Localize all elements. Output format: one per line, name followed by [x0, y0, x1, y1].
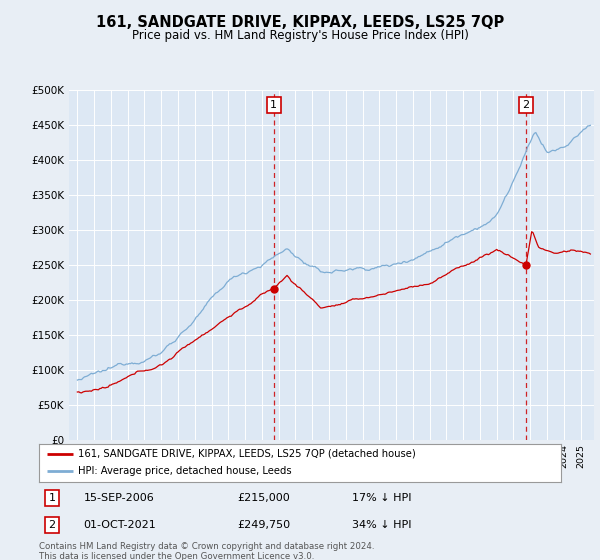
Text: 01-OCT-2021: 01-OCT-2021: [83, 520, 156, 530]
Text: 34% ↓ HPI: 34% ↓ HPI: [352, 520, 412, 530]
Text: £215,000: £215,000: [238, 493, 290, 503]
Text: 17% ↓ HPI: 17% ↓ HPI: [352, 493, 412, 503]
Text: 1: 1: [270, 100, 277, 110]
Text: 1: 1: [49, 493, 56, 503]
Text: 2: 2: [523, 100, 530, 110]
Text: Contains HM Land Registry data © Crown copyright and database right 2024.
This d: Contains HM Land Registry data © Crown c…: [39, 542, 374, 560]
Text: HPI: Average price, detached house, Leeds: HPI: Average price, detached house, Leed…: [78, 466, 292, 477]
Text: 15-SEP-2006: 15-SEP-2006: [83, 493, 154, 503]
Text: 161, SANDGATE DRIVE, KIPPAX, LEEDS, LS25 7QP (detached house): 161, SANDGATE DRIVE, KIPPAX, LEEDS, LS25…: [78, 449, 416, 459]
Text: £249,750: £249,750: [238, 520, 290, 530]
Text: 161, SANDGATE DRIVE, KIPPAX, LEEDS, LS25 7QP: 161, SANDGATE DRIVE, KIPPAX, LEEDS, LS25…: [96, 15, 504, 30]
Text: Price paid vs. HM Land Registry's House Price Index (HPI): Price paid vs. HM Land Registry's House …: [131, 29, 469, 42]
Text: 2: 2: [49, 520, 56, 530]
